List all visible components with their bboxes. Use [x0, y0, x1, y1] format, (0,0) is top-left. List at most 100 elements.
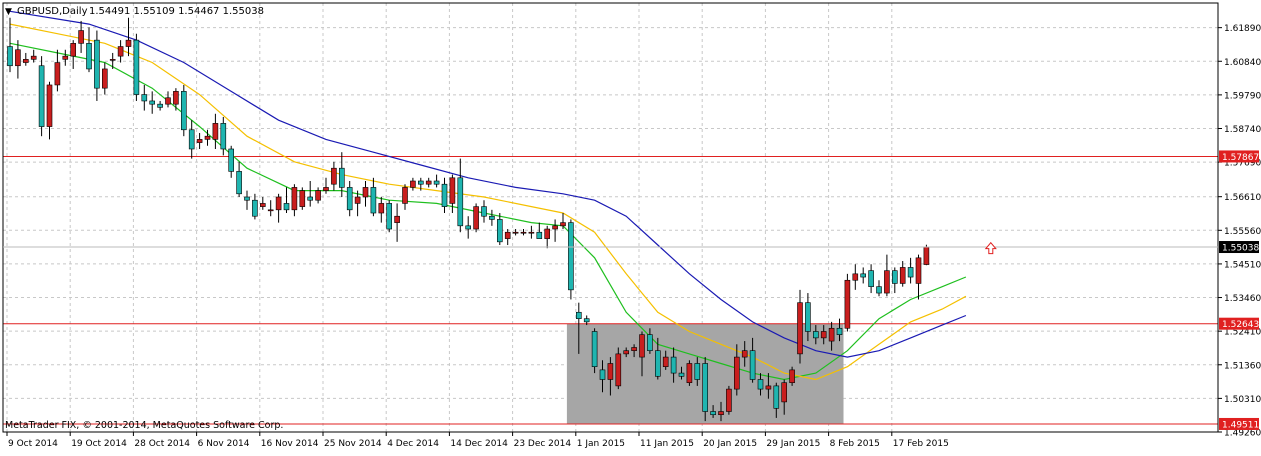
candle [307, 181, 314, 207]
candle-body [797, 302, 803, 355]
price-markers: 1.57867 1.52643 1.49511 1.55038 [3, 150, 1259, 430]
candle [133, 33, 140, 101]
level-tag-support-label: 1.52643 [1222, 320, 1259, 330]
menu-chevron-icon[interactable]: ▼ [5, 7, 12, 17]
candle-body [536, 231, 543, 239]
candle [204, 129, 211, 146]
candle-body [560, 222, 566, 227]
up-arrow-icon [984, 241, 997, 255]
candle [615, 347, 622, 390]
candle [433, 174, 440, 188]
candle [907, 257, 914, 284]
candle [78, 20, 84, 53]
current-price-tag-box [1219, 241, 1259, 254]
candle-body [149, 100, 155, 105]
candle-body [370, 187, 377, 214]
candle-body [741, 350, 748, 358]
candle-body [891, 270, 898, 284]
candle [323, 177, 329, 194]
candle-body [481, 206, 487, 217]
candle [212, 113, 219, 149]
candle-body [678, 372, 685, 377]
candle-body [710, 411, 716, 416]
candle-body [599, 369, 606, 380]
candle-body [315, 190, 321, 201]
candle [149, 91, 155, 114]
candle [331, 161, 337, 191]
price-tick-label: 1.61890 [1224, 24, 1261, 34]
candle-body [884, 270, 890, 294]
candle-body [417, 180, 424, 185]
candle-body [639, 334, 645, 358]
time-tick-label: 14 Dec 2014 [450, 439, 508, 449]
candle [259, 197, 266, 210]
candle [117, 40, 124, 63]
candle-body [228, 148, 234, 172]
candle-body [173, 91, 179, 105]
level-tag-low-box [1219, 417, 1259, 430]
candle [386, 200, 393, 233]
candle [884, 254, 890, 297]
candle-body [520, 231, 527, 234]
candle [876, 280, 882, 297]
candle-body [812, 331, 819, 339]
candle-body [259, 203, 266, 207]
candle [512, 229, 519, 236]
candle [844, 273, 851, 332]
candle-body [852, 273, 859, 281]
candle-body [86, 43, 92, 70]
candle [165, 91, 171, 108]
candle-body [726, 388, 732, 412]
candle [94, 30, 100, 101]
candle-body [102, 68, 108, 89]
price-axis: 1.61890 1.60840 1.59790 1.58740 1.57690 1.566… [1218, 24, 1261, 439]
candle [181, 84, 187, 137]
candle-body [718, 411, 724, 416]
candle-body [591, 331, 598, 367]
ma-line-slow [9, 10, 967, 358]
candle-body [165, 97, 171, 105]
price-tick-label: 1.54510 [1224, 260, 1261, 270]
candle-body [362, 187, 369, 198]
candle [726, 385, 732, 415]
candle [299, 187, 306, 210]
candle [417, 177, 424, 191]
candle [560, 213, 566, 230]
time-tick-label: 25 Nov 2014 [324, 439, 382, 449]
level-tag-resistance-label: 1.57867 [1222, 153, 1259, 163]
level-tag-support-box [1219, 317, 1259, 330]
candle [402, 184, 408, 210]
time-tick-label: 20 Jan 2015 [703, 439, 757, 449]
candle [22, 52, 29, 66]
candle-body [512, 231, 519, 234]
horizontal-levels[interactable] [3, 155, 1218, 425]
candle-body [236, 171, 242, 195]
candle-body [583, 318, 590, 323]
candle [749, 337, 756, 383]
candle-body [765, 385, 772, 390]
candle-body [575, 311, 582, 319]
candle [244, 190, 250, 210]
candle-body [876, 286, 882, 294]
candle [157, 100, 163, 111]
time-tick-label: 11 Jan 2015 [640, 439, 694, 449]
candle [370, 177, 377, 217]
candle [283, 187, 290, 214]
candle [781, 379, 788, 415]
time-axis: 9 Oct 2014 19 Oct 2014 28 Oct 2014 6 Nov 20… [6, 432, 949, 449]
candle-body [109, 59, 116, 61]
ohlc-quote: 1.54491 1.55109 1.54467 1.55038 [89, 6, 264, 17]
candle-body [504, 231, 511, 239]
candle-body [457, 177, 464, 227]
candle [394, 203, 400, 242]
candle-body [78, 30, 84, 44]
candle [291, 184, 298, 217]
candle [220, 116, 227, 156]
candle-body [15, 49, 21, 67]
candle-body [70, 43, 76, 57]
candle-body [38, 65, 45, 127]
candle-body [30, 55, 37, 60]
candle-body [489, 215, 495, 220]
